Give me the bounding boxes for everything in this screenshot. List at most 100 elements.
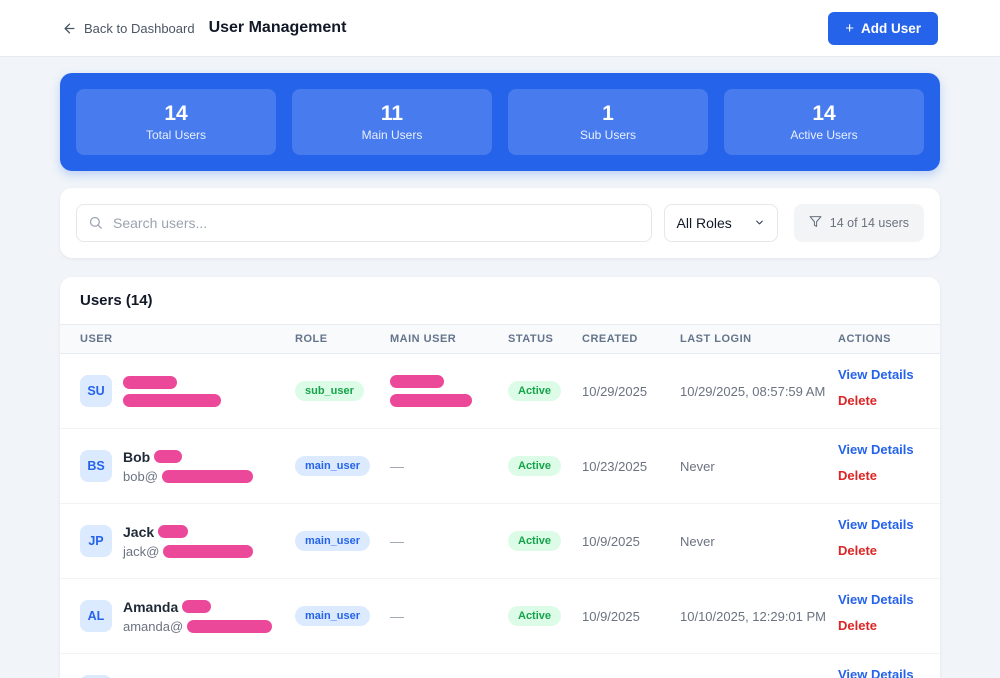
user-email: jack@ <box>123 543 160 559</box>
email-redaction-bar <box>187 619 273 633</box>
page-title: User Management <box>208 19 347 36</box>
add-user-label: Add User <box>860 20 921 36</box>
user-name-line <box>123 375 221 389</box>
status-cell: Active <box>508 381 582 401</box>
column-header-actions: ACTIONS <box>838 333 891 345</box>
column-header-created: CREATED <box>582 333 638 345</box>
arrow-left-icon <box>62 21 77 36</box>
main-user-redaction-bar <box>390 375 444 388</box>
role-cell: main_user <box>295 531 390 551</box>
status-badge: Active <box>508 381 562 401</box>
name-redaction-bar <box>154 450 183 463</box>
active-users-value: 14 <box>812 101 836 125</box>
role-badge: main_user <box>295 606 371 626</box>
created-cell: 10/23/2025 <box>582 458 648 474</box>
avatar: SU <box>80 375 112 407</box>
filter-funnel-icon <box>809 215 822 231</box>
user-email-line: jack@ <box>123 543 254 559</box>
stat-card-sub-users: 1 Sub Users <box>508 89 708 155</box>
email-redaction-bar <box>163 544 254 558</box>
delete-link[interactable]: Delete <box>838 543 878 558</box>
column-header-user: USER <box>80 333 113 345</box>
add-user-button[interactable]: + Add User <box>828 11 938 45</box>
user-cell: SU <box>80 375 295 407</box>
stat-card-active-users: 14 Active Users <box>724 89 924 155</box>
last-login-cell: 10/29/2025, 08:57:59 AM <box>680 383 826 399</box>
search-input[interactable] <box>76 204 652 242</box>
stats-banner: 14 Total Users 11 Main Users 1 Sub Users… <box>60 73 940 171</box>
avatar <box>80 675 112 678</box>
column-header-main-user: MAIN USER <box>390 333 457 345</box>
status-badge: Active <box>508 531 562 551</box>
user-name: Bob <box>123 448 151 465</box>
avatar: AL <box>80 600 112 632</box>
active-users-label: Active Users <box>790 128 858 143</box>
main-user-cell: — <box>390 458 404 474</box>
sub-users-label: Sub Users <box>579 128 637 143</box>
user-email: bob@ <box>123 468 158 484</box>
name-redaction-bar <box>182 600 212 613</box>
users-table-title: Users (14) <box>80 292 153 309</box>
created-cell: 10/9/2025 <box>582 608 640 624</box>
user-name: Jack <box>123 523 155 540</box>
user-info: Amanda amanda@ <box>123 599 273 634</box>
last-login-cell: Never <box>680 458 715 474</box>
last-login-cell: Never <box>680 533 715 549</box>
table-row: JP Jack jack@ main_user — Active 10/9/20… <box>60 504 940 579</box>
user-email-line <box>123 393 221 407</box>
view-details-link[interactable]: View Details <box>838 517 914 532</box>
email-redaction-bar <box>123 393 221 407</box>
table-row: AL Amanda amanda@ main_user — Active 10/… <box>60 579 940 654</box>
chevron-down-icon <box>754 215 765 231</box>
user-name-line: Jack <box>123 524 253 540</box>
view-details-link[interactable]: View Details <box>838 667 914 678</box>
main-user-cell: — <box>390 608 404 624</box>
main-user-cell <box>390 375 508 407</box>
user-cell: AL Amanda amanda@ <box>80 599 295 634</box>
filters-bar: All Roles 14 of 14 users <box>60 188 940 258</box>
results-count-label: 14 of 14 users <box>829 216 909 230</box>
role-badge: main_user <box>295 531 371 551</box>
total-users-label: Total Users <box>145 128 207 143</box>
actions-cell: View Details Delete <box>838 579 920 633</box>
main-user-cell: — <box>390 533 404 549</box>
actions-cell: View Details Delete <box>838 654 920 678</box>
back-to-dashboard-link[interactable]: Back to Dashboard <box>62 21 195 36</box>
actions-cell: View Details Delete <box>838 354 920 408</box>
user-info <box>123 375 221 407</box>
delete-link[interactable]: Delete <box>838 468 878 483</box>
created-cell: 10/29/2025 <box>582 383 648 399</box>
plus-icon: + <box>845 19 854 37</box>
back-link-label: Back to Dashboard <box>84 20 195 36</box>
role-filter-value: All Roles <box>676 215 732 231</box>
avatar: JP <box>80 525 112 557</box>
column-header-last-login: LAST LOGIN <box>680 333 752 345</box>
table-row: BS Bob bob@ main_user — Active 10/23/202… <box>60 429 940 504</box>
view-details-link[interactable]: View Details <box>838 442 914 457</box>
user-info: Bob bob@ <box>123 449 253 484</box>
view-details-link[interactable]: View Details <box>838 367 914 382</box>
user-cell <box>80 675 295 678</box>
users-table-card: Users (14) USER ROLE MAIN USER STATUS CR… <box>60 277 940 678</box>
name-redaction-bar <box>123 375 177 389</box>
role-cell: main_user <box>295 606 390 626</box>
role-filter-select[interactable]: All Roles <box>663 204 778 242</box>
actions-cell: View Details Delete <box>838 504 920 558</box>
status-badge: Active <box>508 606 562 626</box>
avatar: BS <box>80 450 112 482</box>
view-details-link[interactable]: View Details <box>838 592 914 607</box>
user-cell: BS Bob bob@ <box>80 449 295 484</box>
search-wrap <box>76 204 652 242</box>
user-name-line: Bob <box>123 449 253 465</box>
main-users-value: 11 <box>380 101 404 125</box>
column-header-role: ROLE <box>295 333 328 345</box>
status-cell: Active <box>508 606 582 626</box>
user-email: amanda@ <box>123 618 184 634</box>
delete-link[interactable]: Delete <box>838 618 878 633</box>
role-cell: main_user <box>295 456 390 476</box>
delete-link[interactable]: Delete <box>838 393 878 408</box>
email-redaction-bar <box>161 469 253 483</box>
user-email-line: bob@ <box>123 469 253 484</box>
table-row: View Details Delete <box>60 654 940 678</box>
table-body: SU sub_user Active 10/29/2025 10/29/2025… <box>60 354 940 678</box>
